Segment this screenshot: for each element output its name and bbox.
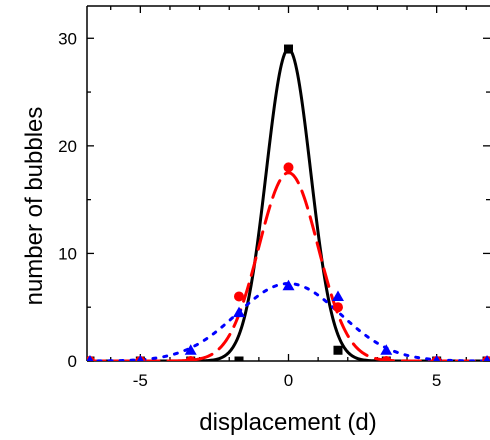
triangle-point (233, 306, 246, 318)
fit-curves (87, 47, 490, 361)
data-markers (87, 44, 490, 361)
x-tick-label: -5 (133, 371, 148, 390)
triangle-point (136, 355, 144, 361)
y-tick-label: 30 (58, 29, 77, 48)
triangle-point (380, 344, 393, 355)
triangle-point (483, 355, 490, 361)
triangle-point (433, 355, 441, 361)
y-tick-label: 10 (58, 244, 77, 263)
circle-point (283, 162, 294, 173)
circle-point (381, 356, 392, 361)
axis-ticks (87, 6, 490, 362)
x-tick-labels: -5 0 5 (133, 371, 442, 390)
x-tick-label: 5 (432, 371, 441, 390)
triangle-point (282, 279, 295, 291)
x-axis-title: displacement (d) (199, 409, 376, 436)
square-point (284, 44, 293, 54)
y-tick-labels: 0 10 20 30 (58, 29, 77, 371)
y-tick-label: 20 (58, 137, 77, 156)
square-series-fit-line (87, 47, 490, 361)
circle-point (185, 356, 196, 361)
circle-series-fit-line (87, 171, 490, 361)
circle-point (234, 291, 245, 302)
triangle-point (87, 355, 94, 361)
square-point (234, 356, 244, 361)
triangle-point (184, 344, 197, 355)
circle-point (332, 302, 343, 313)
triangle-series-fit-line (87, 282, 490, 361)
y-axis-title: number of bubbles (21, 107, 48, 306)
y-tick-label: 0 (68, 352, 77, 371)
square-point (333, 345, 343, 355)
x-tick-label: 0 (284, 371, 293, 390)
triangle-point (331, 290, 344, 301)
plot-frame (86, 5, 490, 362)
